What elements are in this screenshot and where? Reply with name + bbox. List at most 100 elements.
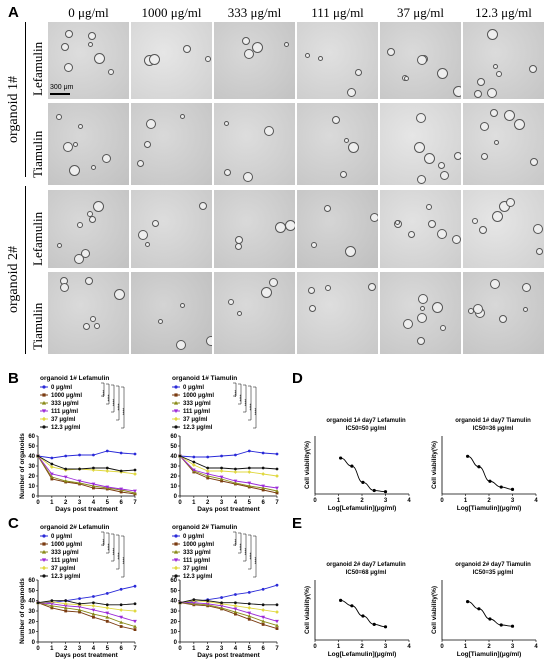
series-line: [179, 455, 278, 489]
panel-letter-b: B: [8, 370, 19, 387]
organoid-dot: [183, 44, 192, 53]
x-axis-label: Days post treatment: [55, 652, 118, 659]
significance-stars: ****: [249, 403, 254, 410]
organoid-dot: [468, 308, 474, 315]
data-point: [219, 604, 224, 608]
significance-stars: ****: [239, 543, 244, 550]
panel-letter-c: C: [8, 515, 19, 532]
organoid-dot: [504, 110, 515, 122]
organoid-dot: [235, 235, 244, 244]
data-point: [247, 449, 251, 453]
data-point: [63, 479, 68, 483]
x-axis-label: Log[Tiamulin](μg/ml): [457, 651, 522, 658]
series-line: [179, 600, 278, 613]
legend-marker: [42, 385, 46, 389]
organoid-dot: [83, 323, 91, 331]
data-point: [133, 602, 137, 606]
legend-marker: [173, 400, 179, 405]
data-point: [105, 611, 110, 615]
data-point: [105, 466, 109, 470]
organoid-dot: [114, 288, 126, 300]
data-point: [119, 490, 123, 494]
organoid-dot: [243, 49, 254, 60]
data-point: [261, 587, 265, 591]
legend-marker: [174, 534, 178, 538]
significance-stars: ****: [244, 399, 249, 406]
organoid-dot: [69, 165, 81, 177]
organoid-dot: [94, 53, 106, 65]
x-tick-label: 0: [440, 644, 444, 650]
y-tick-label: 60: [28, 578, 35, 584]
x-tick-label: 0: [178, 646, 182, 652]
organoid-dot: [514, 118, 526, 130]
data-point: [234, 453, 237, 457]
y-tick-label: 60: [170, 578, 177, 584]
data-point: [78, 602, 81, 606]
concentration-header: 1000 μg/ml: [141, 5, 202, 20]
x-axis-label: Log[Lefamulin](μg/ml): [328, 651, 397, 658]
organoid-dot: [417, 174, 427, 184]
data-point: [234, 612, 237, 616]
data-point: [50, 599, 54, 603]
y-tick-label: 50: [28, 588, 35, 594]
data-point: [261, 623, 265, 626]
organoid-dot: [493, 64, 499, 70]
x-tick-label: 3: [384, 644, 388, 650]
data-point: [63, 604, 68, 608]
organoid-dot: [85, 277, 94, 286]
organoid-dot: [408, 231, 416, 239]
organoid-dot: [251, 42, 263, 54]
micrograph-tile: [213, 189, 296, 269]
significance-stars: ****: [102, 539, 107, 546]
data-point: [234, 601, 237, 605]
significance-bracket: [238, 383, 242, 405]
data-point: [220, 466, 223, 470]
x-tick-label: 2: [360, 498, 364, 504]
significance-bracket: [111, 384, 115, 413]
x-tick-label: 5: [248, 646, 252, 652]
significance-bracket: [243, 533, 247, 562]
y-tick-label: 20: [170, 619, 177, 625]
micrograph-tile: [296, 102, 379, 186]
significance-bracket: [238, 532, 242, 554]
data-point: [133, 628, 137, 631]
data-point: [220, 601, 223, 605]
data-point: [192, 598, 196, 602]
legend-marker: [42, 542, 46, 546]
data-point: [339, 598, 343, 603]
organoid-dot: [532, 224, 543, 235]
data-point: [234, 593, 237, 596]
y-tick-label: 10: [170, 484, 177, 490]
organoid-dot: [417, 336, 426, 345]
x-tick-label: 2: [487, 498, 491, 504]
x-tick-label: 3: [220, 500, 224, 506]
x-tick-label: 7: [133, 646, 137, 652]
micrograph-tile: [213, 271, 296, 355]
data-point: [105, 485, 110, 489]
data-point: [261, 466, 265, 470]
series-line: [179, 599, 277, 606]
significance-stars: ****: [234, 390, 239, 397]
fit-curve: [467, 455, 513, 490]
legend-label: 37 μg/ml: [183, 566, 208, 572]
data-point: [233, 607, 238, 611]
organoid-dot: [64, 62, 74, 72]
legend-marker: [173, 409, 179, 414]
y-tick-label: 30: [28, 464, 35, 470]
organoid-dot: [331, 116, 340, 125]
x-tick-label: 7: [133, 500, 137, 506]
chart-subtitle: IC50=68 μg/ml: [346, 570, 387, 576]
chart-title: organoid 2# day7 Lefamulin: [326, 562, 406, 568]
y-tick-label: 0: [32, 640, 36, 646]
legend-label: 111 μg/ml: [183, 558, 210, 564]
significance-stars: ****: [102, 390, 107, 397]
data-point: [488, 617, 492, 621]
data-point: [78, 597, 81, 600]
x-tick-label: 4: [234, 646, 238, 652]
organoid-bracket: [25, 186, 26, 354]
organoid-dot: [416, 55, 427, 66]
organoid-dot: [529, 64, 538, 73]
organoid-dot: [94, 322, 101, 329]
x-tick-label: 5: [106, 500, 110, 506]
data-point: [50, 477, 54, 481]
